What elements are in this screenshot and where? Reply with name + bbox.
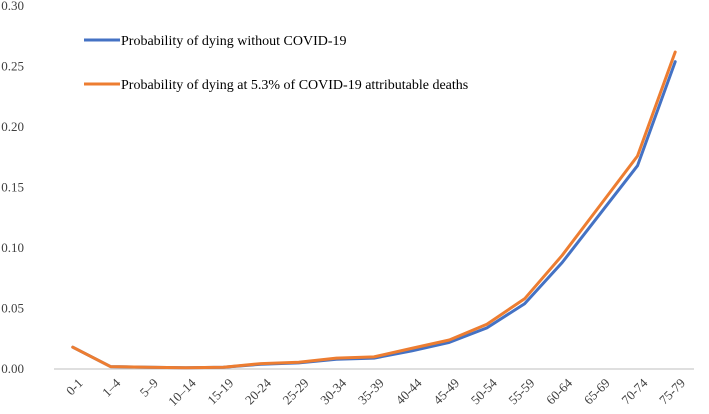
- x-tick-label: 65-69: [581, 375, 613, 407]
- legend-label: Probability of dying at 5.3% of COVID-19…: [121, 78, 468, 93]
- x-tick-label: 35-39: [355, 375, 387, 407]
- y-tick-label: 0.00: [1, 361, 24, 376]
- y-axis-ticks: 0.00 0.05 0.10 0.15 0.20 0.25 0.30: [1, 0, 24, 376]
- x-tick-label: 15-19: [204, 375, 236, 407]
- x-tick-label: 30-34: [317, 375, 349, 407]
- series-lines: [71, 50, 677, 370]
- x-tick-label: 10–14: [165, 375, 199, 409]
- series-line-with-covid: [71, 50, 677, 370]
- y-tick-label: 0.30: [1, 0, 24, 13]
- x-tick-label: 60-64: [543, 375, 575, 407]
- x-tick-label: 70-74: [618, 375, 650, 407]
- legend: Probability of dying without COVID-19 Pro…: [84, 34, 468, 93]
- x-tick-label: 45-49: [430, 375, 462, 407]
- y-tick-label: 0.25: [1, 59, 24, 74]
- x-tick-label: 25-29: [280, 375, 312, 407]
- x-tick-label: 5–9: [137, 375, 161, 399]
- x-tick-label: 1–4: [99, 375, 124, 400]
- x-tick-label: 40-44: [392, 375, 424, 407]
- legend-label: Probability of dying without COVID-19: [121, 34, 347, 49]
- y-tick-label: 0.10: [1, 240, 24, 255]
- series-line-without-covid: [71, 60, 677, 370]
- x-tick-label: 0-1: [63, 375, 86, 398]
- x-tick-label: 50-54: [468, 375, 500, 407]
- x-tick-label: 75-79: [656, 375, 688, 407]
- y-tick-label: 0.20: [1, 119, 24, 134]
- y-tick-label: 0.15: [1, 180, 24, 195]
- y-tick-label: 0.05: [1, 301, 24, 316]
- x-tick-label: 55-59: [505, 375, 537, 407]
- x-axis-ticks: 0-1 1–4 5–9 10–14 15-19 20-24 25-29 30-34 35-39 4…: [63, 375, 688, 409]
- x-tick-label: 20-24: [242, 375, 274, 407]
